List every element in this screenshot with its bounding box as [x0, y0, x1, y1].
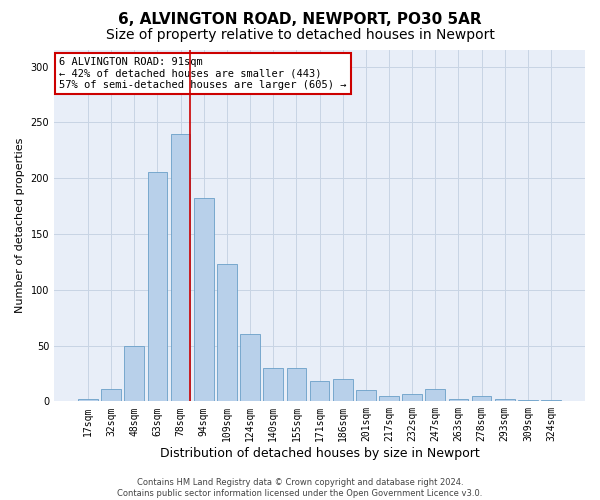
Bar: [124, 346, 144, 402]
Bar: [101, 389, 121, 402]
Text: Size of property relative to detached houses in Newport: Size of property relative to detached ho…: [106, 28, 494, 42]
Bar: [78, 399, 98, 402]
Bar: [472, 396, 491, 402]
Text: 6 ALVINGTON ROAD: 91sqm
← 42% of detached houses are smaller (443)
57% of semi-d: 6 ALVINGTON ROAD: 91sqm ← 42% of detache…: [59, 57, 347, 90]
Bar: [402, 394, 422, 402]
Bar: [263, 368, 283, 402]
Bar: [379, 396, 399, 402]
Bar: [148, 172, 167, 402]
Bar: [240, 334, 260, 402]
Bar: [425, 389, 445, 402]
Bar: [449, 399, 468, 402]
Bar: [287, 368, 306, 402]
Bar: [310, 382, 329, 402]
Bar: [217, 264, 237, 402]
Bar: [333, 379, 353, 402]
Bar: [541, 400, 561, 402]
Bar: [356, 390, 376, 402]
Bar: [518, 400, 538, 402]
Text: Contains HM Land Registry data © Crown copyright and database right 2024.
Contai: Contains HM Land Registry data © Crown c…: [118, 478, 482, 498]
X-axis label: Distribution of detached houses by size in Newport: Distribution of detached houses by size …: [160, 447, 479, 460]
Text: 6, ALVINGTON ROAD, NEWPORT, PO30 5AR: 6, ALVINGTON ROAD, NEWPORT, PO30 5AR: [118, 12, 482, 28]
Y-axis label: Number of detached properties: Number of detached properties: [15, 138, 25, 314]
Bar: [194, 198, 214, 402]
Bar: [495, 399, 515, 402]
Bar: [171, 134, 190, 402]
